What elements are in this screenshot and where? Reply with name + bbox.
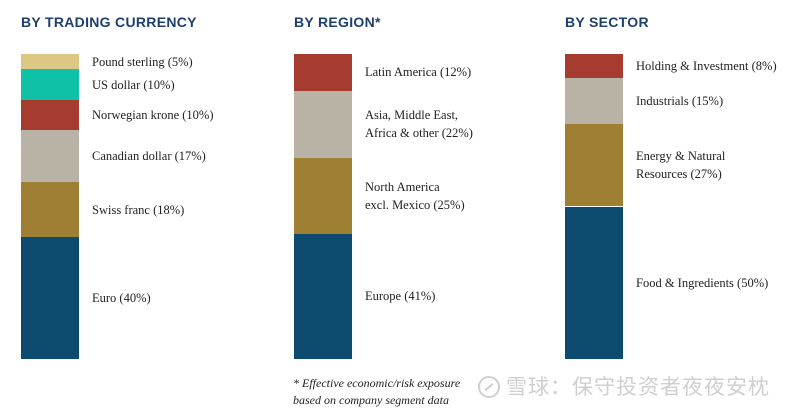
bar-segment <box>565 78 623 125</box>
segment-label: Norwegian krone (10%) <box>92 108 214 122</box>
bar-segment <box>21 99 79 131</box>
stacked-bar-region <box>294 54 352 359</box>
bar-segment <box>21 182 79 237</box>
segment-label: Euro (40%) <box>92 291 151 305</box>
bar-segment <box>294 157 352 234</box>
segment-label: US dollar (10%) <box>92 77 175 92</box>
bar-segment <box>565 124 623 207</box>
chart-title: BY SECTOR <box>565 14 649 30</box>
segment-label: Canadian dollar (17%) <box>92 149 206 164</box>
segment-label: North America excl. Mexico (25%) <box>365 179 465 212</box>
segment-label: Latin America (12%) <box>365 65 472 80</box>
panel-region: BY REGION* Latin America (12%) Asia, Midd… <box>294 0 534 416</box>
footnote: * Effective economic/risk exposure based… <box>293 375 460 409</box>
bar-segment <box>565 54 623 79</box>
bar-segment <box>294 54 352 91</box>
segment-label: Swiss franc (18%) <box>92 202 185 217</box>
bar-segment <box>21 54 79 70</box>
segment-label: Pound sterling (5%) <box>92 54 193 69</box>
panel-trading-currency: BY TRADING CURRENCY Pound sterling (5%) U… <box>21 0 261 416</box>
segment-label: Asia, Middle East, Africa & other (22%) <box>365 108 473 141</box>
stacked-bar-currency <box>21 54 79 359</box>
bar-segment <box>294 233 352 359</box>
bar-segment <box>565 206 623 359</box>
bar-segment <box>21 237 79 359</box>
chart-title: BY REGION* <box>294 14 381 30</box>
stacked-bar-sector <box>565 54 623 359</box>
watermark: 雪球：保守投资者夜夜安枕 <box>478 371 770 401</box>
panel-sector: BY SECTOR Holding & Investment (8%) Indus… <box>565 0 800 416</box>
segment-label: Europe (41%) <box>365 289 436 304</box>
bar-segment <box>294 90 352 158</box>
segment-label: Energy & Natural Resources (27%) <box>636 149 726 182</box>
watermark-text: 雪球：保守投资者夜夜安枕 <box>506 375 770 399</box>
snowball-logo-icon <box>478 376 500 398</box>
segment-label: Industrials (15%) <box>636 94 724 109</box>
bar-segment <box>21 130 79 183</box>
footnote-line-1: * Effective economic/risk exposure <box>293 376 461 390</box>
footnote-line-2: based on company segment data <box>293 393 449 407</box>
chart-title: BY TRADING CURRENCY <box>21 14 197 30</box>
segment-label: Food & Ingredients (50%) <box>636 275 769 290</box>
segment-label: Holding & Investment (8%) <box>636 59 777 74</box>
bar-segment <box>21 69 79 100</box>
